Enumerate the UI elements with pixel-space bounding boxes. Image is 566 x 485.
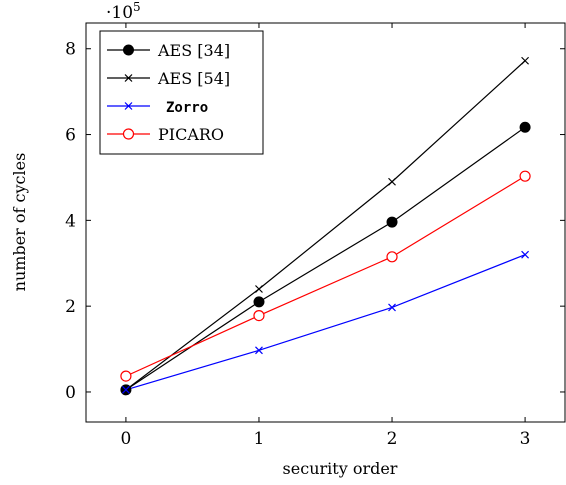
y-tick-label-0: 0 [65, 383, 76, 403]
legend-label-1: AES [54] [157, 69, 230, 88]
legend-marker-2 [124, 102, 133, 110]
data-point-0-2 [386, 216, 398, 228]
x-tick-label-3: 3 [520, 429, 531, 449]
series-line-3 [125, 175, 526, 377]
data-point-2-2 [388, 303, 396, 312]
data-point-2-3 [521, 250, 530, 259]
data-point-1-2 [388, 177, 396, 186]
y-multiplier: ·105 [106, 0, 141, 23]
data-point-2-1 [255, 346, 263, 355]
x-tick-label-0: 0 [121, 429, 132, 449]
y-axis-label: number of cycles [10, 153, 29, 292]
legend-marker-3 [122, 128, 135, 140]
legend-label-3: PICARO [158, 125, 224, 144]
y-tick-label-2: 4 [65, 211, 76, 231]
axis-ticks: 0 1 2 3 0 2 4 6 8 [65, 23, 565, 449]
legend-label-2: Zorro [166, 100, 208, 116]
x-axis-label: security order [283, 459, 398, 478]
series-line-0 [125, 126, 526, 391]
legend-label-0: AES [34] [157, 41, 230, 60]
y-tick-label-1: 2 [65, 297, 76, 317]
data-point-0-3 [519, 121, 531, 133]
plot-frame [85, 22, 566, 423]
data-point-3-2 [386, 251, 398, 263]
series-lines [125, 60, 526, 391]
data-point-3-1 [253, 310, 265, 322]
legend: AES [34] AES [54] Zorro PICARO [99, 30, 264, 155]
y-tick-label-4: 8 [65, 40, 76, 60]
legend-marker-1 [124, 74, 133, 82]
data-point-3-0 [120, 370, 132, 382]
data-point-0-1 [253, 296, 265, 308]
data-point-3-3 [519, 170, 531, 182]
data-point-2-0 [121, 385, 130, 394]
x-tick-label-2: 2 [387, 429, 398, 449]
x-tick-label-1: 1 [254, 429, 265, 449]
series-line-2 [125, 254, 526, 391]
y-tick-label-3: 6 [65, 126, 76, 146]
series-line-1 [125, 60, 526, 391]
series-markers [120, 56, 531, 396]
data-point-1-3 [521, 56, 530, 65]
data-point-1-1 [255, 285, 263, 293]
legend-marker-0 [123, 44, 134, 56]
